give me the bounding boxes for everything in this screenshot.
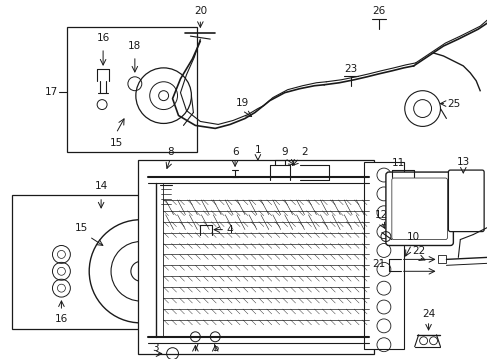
FancyBboxPatch shape <box>447 170 483 231</box>
Text: 20: 20 <box>193 6 206 16</box>
Bar <box>138 160 373 354</box>
Text: 13: 13 <box>456 157 469 167</box>
Text: 9: 9 <box>281 147 287 157</box>
Text: 14: 14 <box>94 181 107 191</box>
Text: 10: 10 <box>407 231 419 242</box>
Text: 8: 8 <box>167 147 174 157</box>
Bar <box>12 195 210 329</box>
Text: 15: 15 <box>75 222 88 233</box>
Text: 1: 1 <box>254 145 261 155</box>
Text: 16: 16 <box>55 314 68 324</box>
Text: 5: 5 <box>211 343 218 353</box>
Text: 25: 25 <box>446 99 459 109</box>
Text: 15: 15 <box>109 138 122 148</box>
Text: 24: 24 <box>421 309 434 319</box>
Text: 19: 19 <box>235 98 248 108</box>
Text: 16: 16 <box>96 33 109 43</box>
FancyBboxPatch shape <box>385 172 452 246</box>
Text: 2: 2 <box>301 147 307 157</box>
Text: 12: 12 <box>373 210 387 220</box>
Text: 6: 6 <box>231 147 238 157</box>
Text: 17: 17 <box>45 87 58 97</box>
Bar <box>67 27 197 152</box>
Circle shape <box>89 220 192 323</box>
Text: 22: 22 <box>411 247 425 256</box>
Text: 23: 23 <box>344 64 357 74</box>
Text: 7: 7 <box>192 343 198 353</box>
Bar <box>364 162 403 349</box>
Text: 18: 18 <box>128 41 141 51</box>
Bar <box>438 255 446 264</box>
Text: 21: 21 <box>371 259 385 269</box>
Text: 11: 11 <box>391 158 405 168</box>
Text: 4: 4 <box>226 225 233 235</box>
Text: 3: 3 <box>152 343 159 353</box>
Text: 26: 26 <box>371 6 385 16</box>
